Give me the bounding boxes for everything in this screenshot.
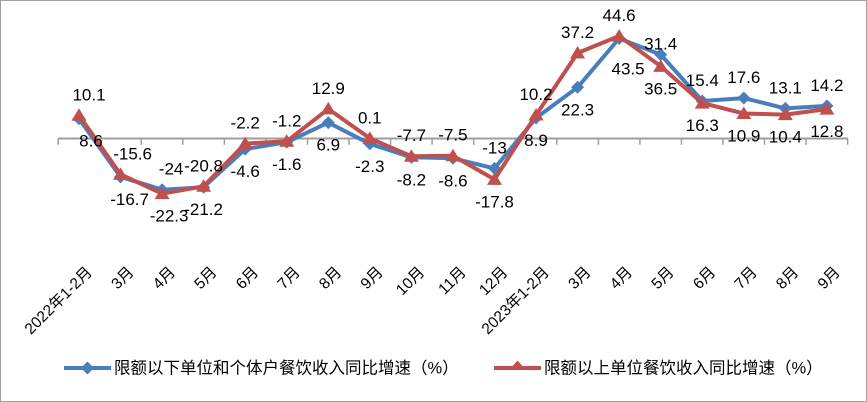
data-label: 22.3: [561, 100, 594, 119]
triangle-marker: [487, 172, 502, 185]
x-axis-label: 5月: [648, 264, 677, 293]
data-label: -16.7: [110, 190, 149, 209]
data-label: 15.4: [686, 71, 719, 90]
data-label: 16.3: [686, 116, 719, 135]
data-label: 36.5: [644, 79, 677, 98]
x-axis-label: 3月: [108, 264, 137, 293]
triangle-marker: [237, 136, 253, 150]
x-axis-label: 3月: [565, 264, 594, 293]
data-label: 12.9: [312, 79, 345, 98]
data-label: 44.6: [603, 6, 636, 25]
data-label: -7.7: [397, 126, 426, 145]
x-axis-labels-layer: 2022年1-2月 3月 4月 5月 6月 7月 8月 9月 10月 11月 12月2023年1-2…: [21, 263, 844, 338]
triangle-marker: [694, 96, 710, 109]
data-label: 10.1: [72, 85, 105, 104]
data-label: 10.9: [727, 127, 760, 146]
data-label: 10.4: [769, 128, 802, 147]
diamond-marker: [571, 80, 585, 94]
triangle-marker: [819, 102, 835, 115]
data-label: 43.5: [612, 60, 645, 79]
triangle-marker: [736, 106, 752, 119]
triangle-marker: [113, 167, 129, 180]
triangle-marker: [71, 108, 87, 121]
series-layer: [71, 29, 835, 200]
data-label: -13: [482, 138, 507, 157]
data-label: 8.6: [79, 132, 103, 151]
legend: 限额以下单位和个体户餐饮收入同比增速（%） 限额以上单位餐饮收入同比增速（%）: [64, 359, 823, 378]
data-label: 37.2: [561, 23, 594, 42]
x-axis-label: 9月: [358, 264, 387, 293]
data-label: 8.9: [524, 131, 548, 150]
data-label: -20.8: [184, 156, 223, 175]
triangle-marker: [196, 179, 212, 192]
triangle-marker: [611, 29, 627, 42]
x-axis-label: 4月: [150, 264, 179, 293]
triangle-marker: [362, 131, 378, 144]
diamond-marker: [654, 48, 668, 62]
data-label: 6.9: [316, 136, 340, 155]
triangle-marker: [777, 107, 793, 121]
data-label: 14.2: [810, 76, 843, 95]
x-axis-label: 11月: [435, 264, 469, 298]
diamond-marker: [321, 116, 335, 130]
data-label: -2.3: [355, 157, 384, 176]
data-label: -15.6: [113, 144, 152, 163]
data-label: -8.6: [438, 171, 467, 190]
data-label: 0.1: [358, 108, 382, 127]
x-axis-label: 12月: [476, 264, 511, 299]
data-label: 13.1: [769, 78, 802, 97]
x-axis-label: 10月: [393, 264, 428, 299]
diamond-marker: [737, 91, 751, 105]
legend-triangle-icon: [509, 360, 526, 370]
data-label: -7.5: [438, 126, 467, 145]
x-axis-label: 6月: [690, 264, 719, 293]
data-label: 17.6: [727, 68, 760, 87]
legend-diamond-icon: [81, 361, 94, 375]
x-axis-label: 8月: [773, 264, 802, 293]
legend-label-above-quota: 限额以上单位餐饮收入同比增速（%）: [544, 359, 823, 378]
data-label: 31.4: [644, 35, 677, 54]
legend-label-below-quota: 限额以下单位和个体户餐饮收入同比增速（%）: [114, 359, 459, 378]
data-label: 10.2: [519, 85, 552, 104]
data-label: -1.6: [272, 155, 301, 174]
x-axis-label: 7月: [732, 264, 761, 293]
triangle-marker: [403, 149, 419, 162]
data-label: -21.2: [184, 200, 223, 219]
x-axis-label: 5月: [191, 264, 220, 293]
x-axis-label: 2022年1-2月: [21, 263, 96, 338]
x-axis-label: 7月: [275, 264, 304, 293]
data-label: -2.2: [231, 114, 260, 133]
triangle-marker: [528, 108, 544, 121]
data-labels-layer: 10.18.6-15.6-16.7-24-22.3-20.8-21.2-2.2-…: [72, 6, 843, 226]
triangle-marker: [279, 134, 295, 147]
triangle-marker: [320, 101, 336, 115]
data-label: -1.2: [272, 111, 301, 130]
x-axis-label: 4月: [607, 264, 636, 293]
data-label: -24: [159, 160, 184, 179]
x-axis-label: 9月: [815, 264, 844, 293]
triangle-marker: [653, 59, 669, 72]
triangle-marker: [570, 46, 586, 59]
x-axis-label: 8月: [316, 264, 345, 293]
data-label: -22.3: [150, 207, 189, 226]
data-label: -4.6: [231, 162, 260, 181]
triangle-marker: [154, 186, 170, 200]
data-label: -17.8: [475, 192, 514, 211]
x-axis-label: 6月: [233, 264, 262, 293]
data-label: 12.8: [810, 122, 843, 141]
data-label: -8.2: [397, 170, 426, 189]
triangle-marker: [445, 148, 461, 162]
